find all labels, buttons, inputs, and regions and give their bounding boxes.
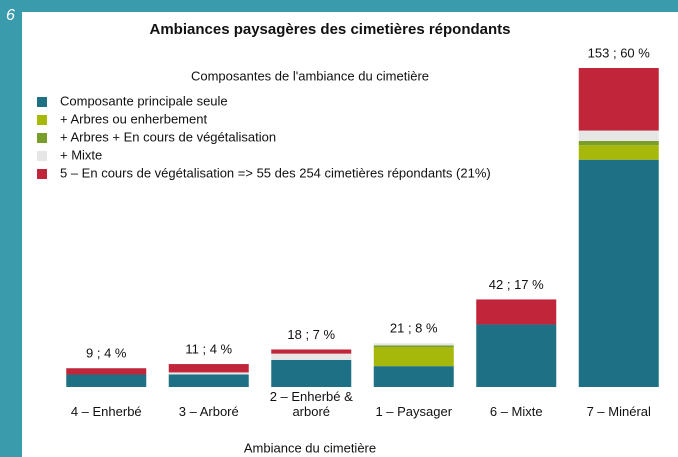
- bar-label: 9 ; 4 %: [86, 346, 127, 361]
- slide-number: 6: [6, 7, 15, 24]
- bar-segment: [578, 159, 659, 387]
- bar-segment: [168, 364, 249, 373]
- legend-swatch: [37, 133, 47, 143]
- legend-swatch: [37, 115, 47, 125]
- x-axis-title: Ambiance du cimetière: [244, 440, 376, 455]
- bar-label: 18 ; 7 %: [287, 327, 335, 342]
- x-tick-label: 6 – Mixte: [489, 404, 543, 419]
- bar-segment: [373, 343, 454, 346]
- legend-label: + Arbres ou enherbement: [60, 111, 207, 126]
- legend-label: + Mixte: [60, 147, 102, 162]
- bar-segment: [373, 345, 454, 348]
- legend-title: Composantes de l'ambiance du cimetière: [191, 68, 429, 83]
- legend-label: + Arbres + En cours de végétalisation: [60, 129, 276, 144]
- legend-label: Composante principale seule: [60, 93, 228, 108]
- bar-label: 11 ; 4 %: [185, 342, 232, 357]
- legend-swatch: [37, 151, 47, 161]
- bar-label: 21 ; 8 %: [390, 321, 438, 336]
- bar-segment: [578, 130, 659, 141]
- bar-segment: [476, 324, 557, 387]
- bar-segment: [271, 349, 352, 354]
- x-tick-label: 2 – Enherbé & arboré: [269, 389, 353, 419]
- bar-label: 42 ; 17 %: [489, 277, 544, 292]
- bar-segment: [578, 145, 659, 160]
- bar-segment: [168, 372, 249, 375]
- bar-segment: [66, 368, 147, 375]
- bar-segment: [271, 353, 352, 360]
- x-tick-label: 7 – Minéral: [586, 404, 651, 419]
- bar-segment: [66, 374, 147, 387]
- x-tick-label: 1 – Paysager: [375, 404, 453, 419]
- legend-swatch: [37, 97, 47, 107]
- bar-segment: [476, 299, 557, 325]
- bar-segment: [373, 366, 454, 387]
- bar-label: 153 ; 60 %: [588, 45, 651, 60]
- legend-swatch: [37, 169, 47, 179]
- bar-segment: [168, 374, 249, 387]
- legend-label: 5 – En cours de végétalisation => 55 des…: [60, 165, 491, 180]
- bar-segment: [578, 140, 659, 146]
- bar-segment: [373, 347, 454, 367]
- x-tick-label: 4 – Enherbé: [70, 404, 142, 419]
- chart-title: Ambiances paysagères des cimetières répo…: [150, 21, 511, 38]
- bar-segment: [578, 68, 659, 131]
- bar-segment: [271, 359, 352, 387]
- x-tick-label: 3 – Arboré: [178, 404, 239, 419]
